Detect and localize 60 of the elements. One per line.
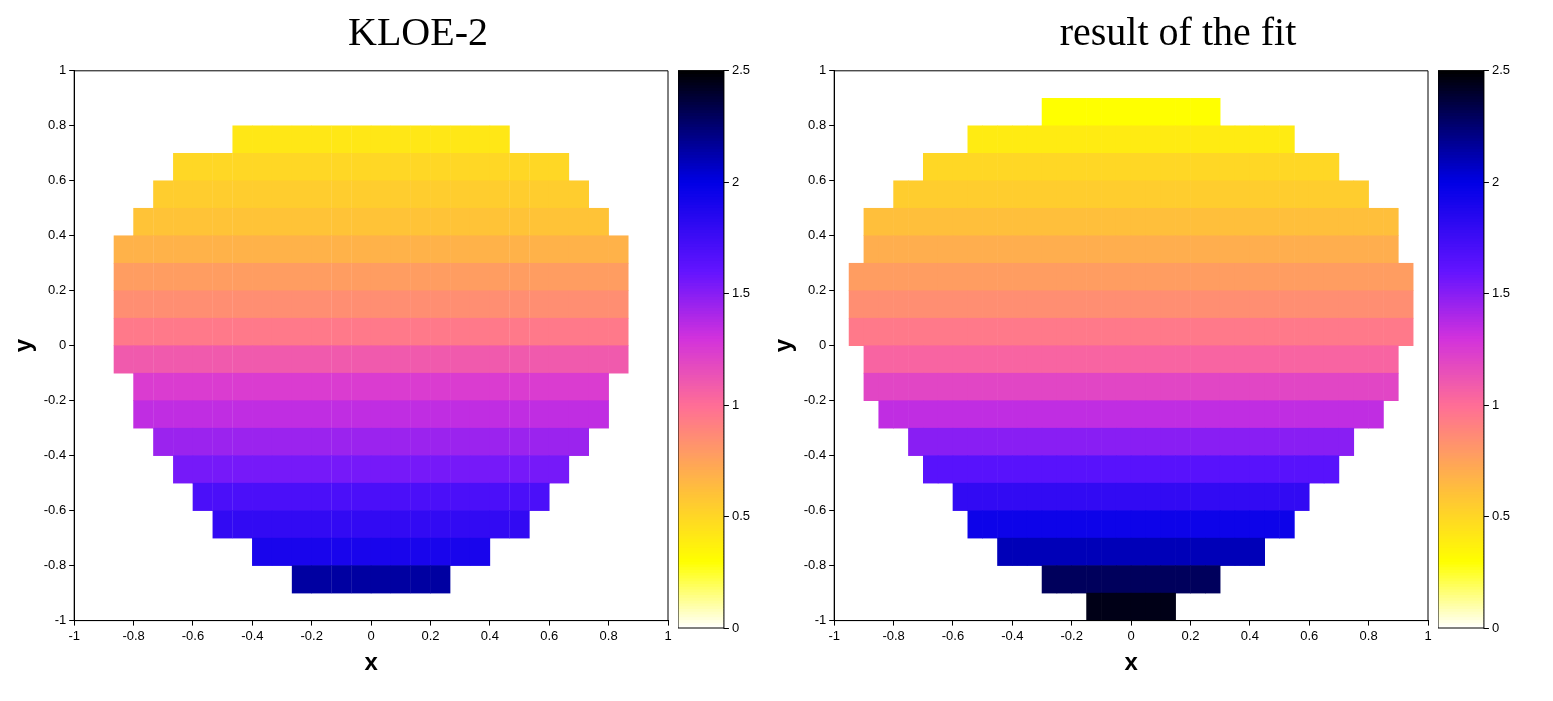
y-tick-label: 0.4: [808, 227, 827, 243]
x-axis-title: x: [1124, 648, 1139, 676]
chart-title: result of the fit: [1058, 8, 1298, 56]
x-tick-label: 1: [1424, 627, 1432, 643]
y-tick-label: -1: [814, 612, 827, 628]
x-tick-label: 0.4: [1240, 627, 1259, 643]
y-tick-label: -0.2: [803, 392, 827, 408]
y-tick-label: 0: [818, 337, 827, 353]
x-tick-label: 0.6: [1300, 627, 1319, 643]
color-bar-label: 1.5: [1491, 285, 1511, 301]
y-tick-label: 0.6: [48, 172, 67, 188]
x-tick-label: -0.6: [181, 627, 205, 643]
y-tick-label: 0.2: [808, 282, 827, 298]
y-tick-label: 0: [58, 337, 67, 353]
y-tick-label: 0.6: [808, 172, 827, 188]
y-tick-label: -1: [54, 612, 67, 628]
y-axis-title: y: [769, 338, 797, 353]
y-tick-label: 0.8: [808, 117, 827, 133]
y-tick-label: -0.4: [803, 447, 827, 463]
x-tick-label: -0.8: [122, 627, 145, 643]
x-tick-label: -0.6: [941, 627, 965, 643]
x-axis-title: x: [364, 648, 379, 676]
chart-title: KLOE-2: [347, 8, 489, 56]
x-tick-label: -0.8: [882, 627, 905, 643]
x-tick-label: 1: [664, 627, 672, 643]
x-tick-label: 0.8: [1359, 627, 1378, 643]
x-tick-label: -1: [828, 627, 840, 643]
y-tick-label: 0.4: [48, 227, 67, 243]
x-tick-label: 0.6: [540, 627, 559, 643]
y-tick-label: -0.6: [803, 502, 827, 518]
y-tick-label: -0.6: [43, 502, 67, 518]
x-tick-label: 0.8: [599, 627, 618, 643]
x-tick-label: 0.2: [1181, 627, 1200, 643]
x-tick-label: 0: [367, 627, 375, 643]
x-tick-label: -0.2: [1060, 627, 1083, 643]
x-tick-label: 0.2: [421, 627, 440, 643]
y-tick-label: -0.8: [803, 557, 827, 573]
y-tick-label: -0.4: [43, 447, 67, 463]
color-bar-label: 2.5: [1491, 62, 1511, 78]
color-bar-label: 2.5: [731, 62, 751, 78]
x-tick-label: -0.4: [241, 627, 264, 643]
y-tick-label: 0.2: [48, 282, 67, 298]
color-bar-label: 1: [1491, 396, 1500, 412]
y-tick-label: 0.8: [48, 117, 67, 133]
x-tick-label: -0.4: [1001, 627, 1024, 643]
y-tick-label: -0.8: [43, 557, 67, 573]
y-tick-label: -0.2: [43, 392, 67, 408]
color-bar-label: 0.5: [731, 508, 751, 524]
x-tick-label: -0.2: [300, 627, 323, 643]
color-bar-label: 2: [1491, 173, 1500, 189]
color-bar-label: 2: [731, 173, 740, 189]
y-axis-title: y: [9, 338, 37, 353]
x-tick-label: 0.4: [480, 627, 499, 643]
color-bar-label: 1.5: [731, 285, 751, 301]
x-tick-label: -1: [68, 627, 80, 643]
y-tick-label: 1: [818, 62, 827, 78]
y-tick-label: 1: [58, 62, 67, 78]
color-bar-label: 1: [731, 396, 740, 412]
color-bar-label: 0.5: [1491, 508, 1511, 524]
x-tick-label: 0: [1127, 627, 1135, 643]
